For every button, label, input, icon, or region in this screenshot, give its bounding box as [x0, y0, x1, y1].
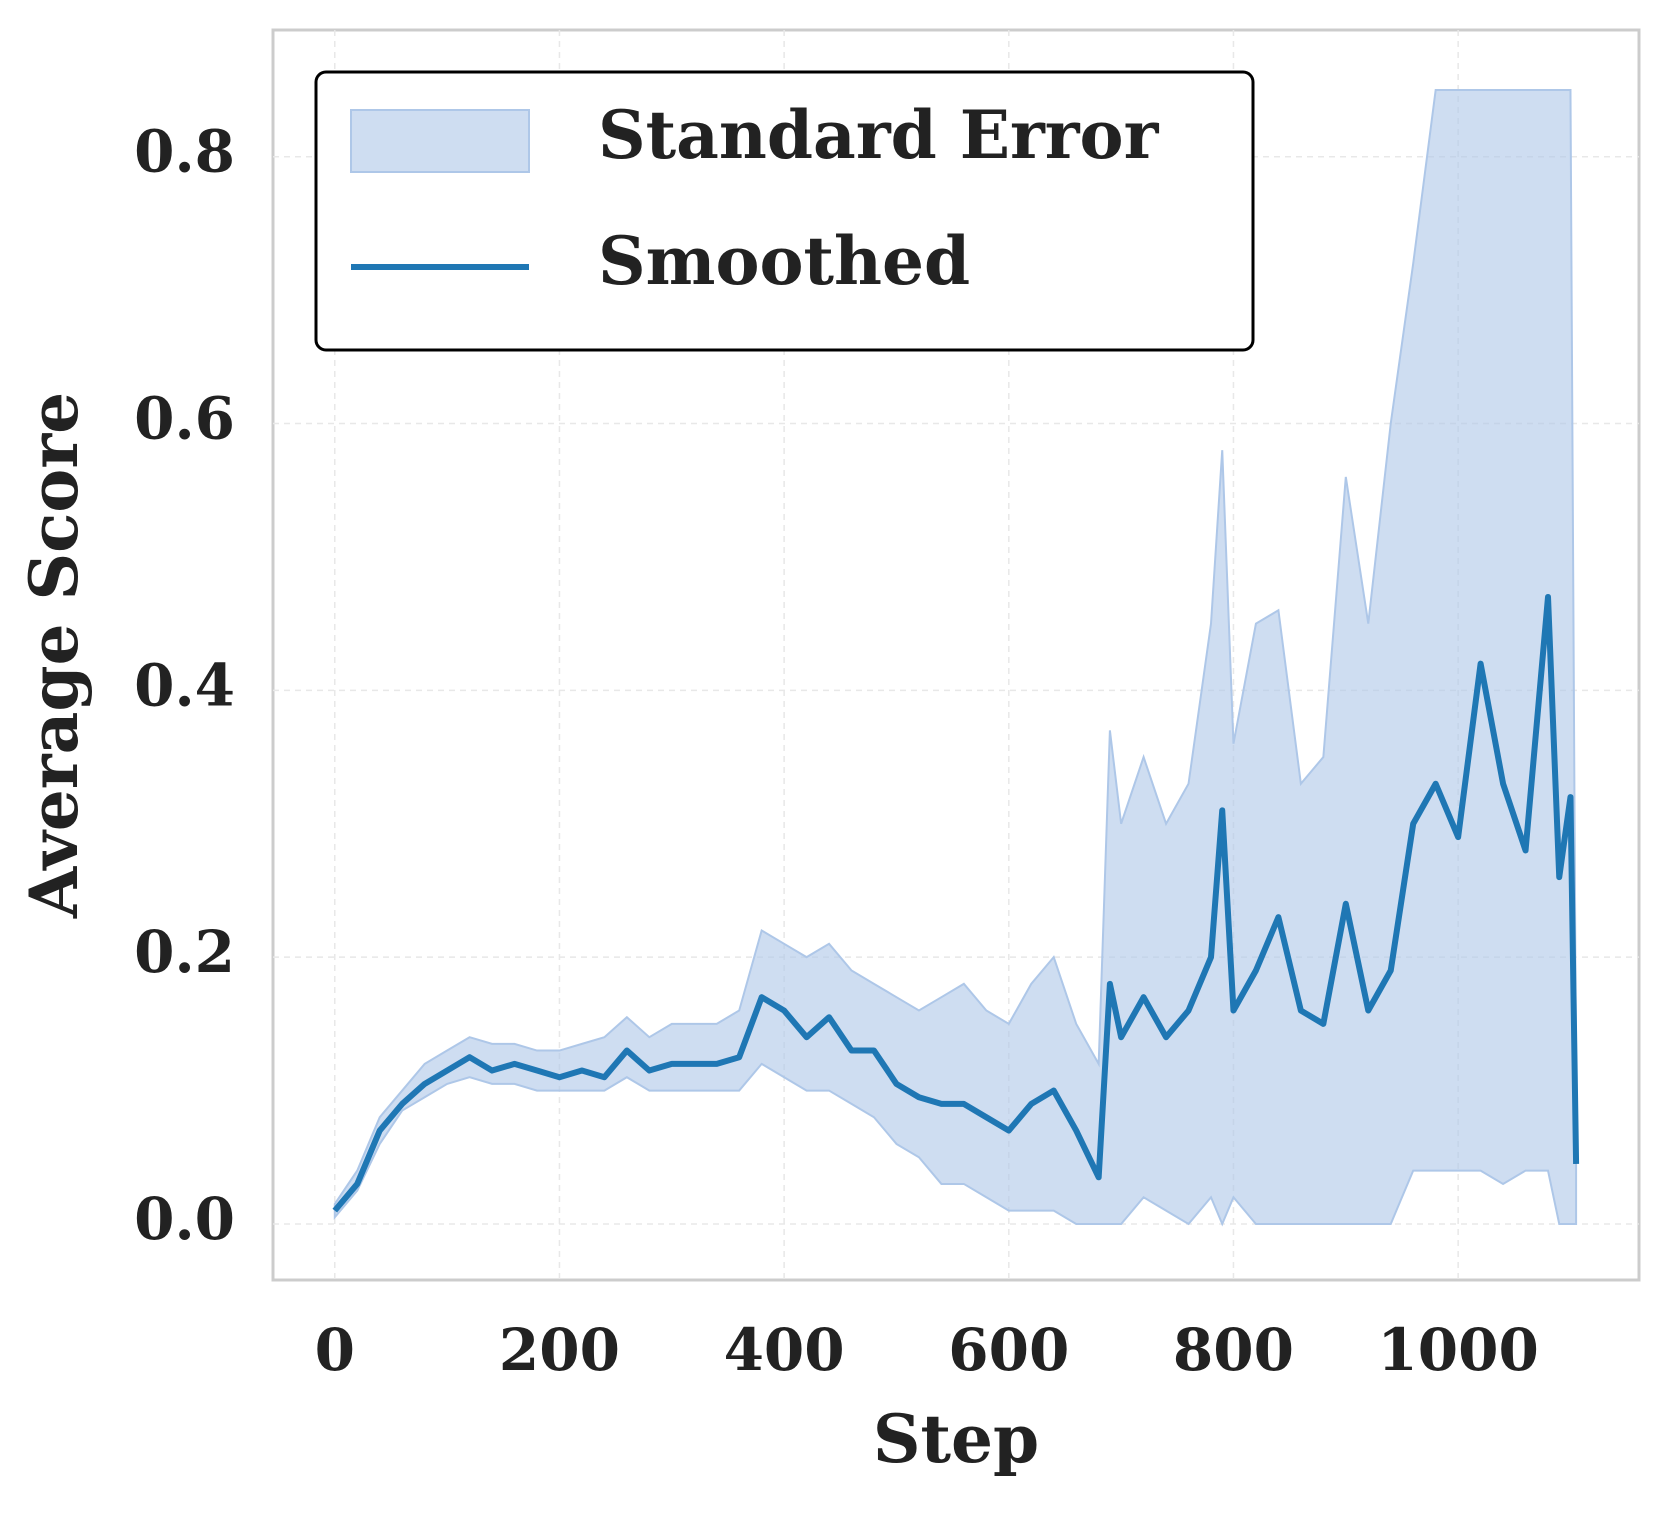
y-tick-label: 0.4	[134, 651, 235, 719]
line	[332, 593, 1580, 1213]
x-tick-label: 200	[499, 1316, 620, 1384]
x-tick-label: 400	[724, 1316, 845, 1384]
y-tick-label: 0.0	[134, 1185, 235, 1253]
y-axis-label: Average Score	[15, 392, 93, 919]
y-tick-label: 0.2	[134, 918, 235, 986]
legend-swatch	[350, 109, 530, 173]
x-tick-label: 0	[315, 1316, 355, 1384]
legend-box	[314, 70, 1255, 352]
x-tick-label: 800	[1173, 1316, 1294, 1384]
x-tick-label: 1000	[1377, 1316, 1538, 1384]
x-tick-label: 600	[948, 1316, 1069, 1384]
y-tick-label: 0.8	[134, 118, 235, 186]
y-tick-label: 0.6	[134, 385, 235, 453]
legend-label: Smoothed	[598, 222, 970, 300]
legend-label: Standard Error	[598, 96, 1160, 174]
x-axis-label: Step	[873, 1400, 1039, 1478]
